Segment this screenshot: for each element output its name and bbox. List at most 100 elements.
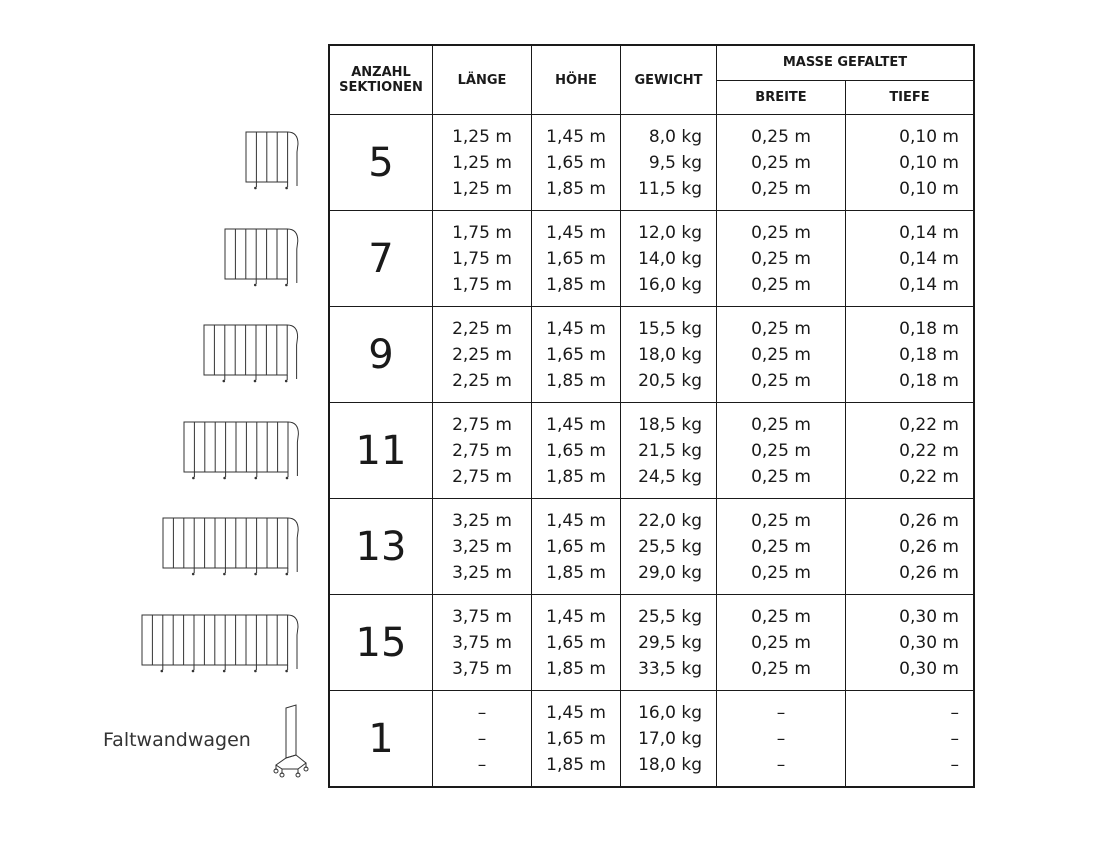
hoehe-value: 1,65 m <box>546 440 606 461</box>
sections-count: 7 <box>328 210 433 307</box>
breite-cell: 0,25 m 0,25 m 0,25 m <box>716 498 846 595</box>
laenge-value: – <box>477 754 487 775</box>
sections-count: 15 <box>328 594 433 691</box>
gewicht-cell: 22,0 kg 25,5 kg 29,0 kg <box>620 498 717 595</box>
laenge-cell: 3,25 m 3,25 m 3,25 m <box>432 498 532 595</box>
tiefe-value: – <box>950 702 960 723</box>
breite-value: 0,25 m <box>751 178 811 199</box>
hoehe-value: 1,45 m <box>546 126 606 147</box>
hoehe-value: 1,45 m <box>546 318 606 339</box>
header-breite: BREITE <box>716 79 846 115</box>
gewicht-value: 24,5 kg <box>638 466 702 487</box>
gewicht-value: 21,5 kg <box>638 440 702 461</box>
breite-cell: 0,25 m 0,25 m 0,25 m <box>716 402 846 499</box>
tiefe-cell: 0,26 m 0,26 m 0,26 m <box>845 498 975 595</box>
gewicht-value: 8,0 kg <box>648 126 702 147</box>
hoehe-value: 1,85 m <box>546 562 606 583</box>
breite-cell: 0,25 m 0,25 m 0,25 m <box>716 306 846 403</box>
breite-value: – <box>776 702 786 723</box>
gewicht-value: 14,0 kg <box>638 248 702 269</box>
gewicht-value: 18,0 kg <box>638 754 702 775</box>
folding-wall-13-panels-icon <box>162 517 299 576</box>
tiefe-value: 0,30 m <box>899 606 959 627</box>
laenge-value: 1,75 m <box>452 222 512 243</box>
hoehe-cell: 1,45 m 1,65 m 1,85 m <box>531 690 621 788</box>
gewicht-value: 18,0 kg <box>638 344 702 365</box>
hoehe-value: 1,65 m <box>546 344 606 365</box>
tiefe-cell: 0,22 m 0,22 m 0,22 m <box>845 402 975 499</box>
folding-wall-5-panels-icon <box>245 131 299 190</box>
sections-count: 1 <box>328 690 433 788</box>
gewicht-value: 33,5 kg <box>638 658 702 679</box>
gewicht-cell: 18,5 kg 21,5 kg 24,5 kg <box>620 402 717 499</box>
table-row: 1 – – – 1,45 m 1,65 m 1,85 m 16,0 kg 17,0 kg 18,0… <box>328 690 975 788</box>
breite-value: 0,25 m <box>751 632 811 653</box>
laenge-value: – <box>477 728 487 749</box>
breite-value: 0,25 m <box>751 248 811 269</box>
hoehe-value: 1,85 m <box>546 274 606 295</box>
tiefe-cell: 0,18 m 0,18 m 0,18 m <box>845 306 975 403</box>
laenge-value: 1,75 m <box>452 248 512 269</box>
breite-cell: 0,25 m 0,25 m 0,25 m <box>716 114 846 211</box>
gewicht-value: 17,0 kg <box>638 728 702 749</box>
hoehe-value: 1,85 m <box>546 370 606 391</box>
breite-value: 0,25 m <box>751 152 811 173</box>
breite-value: 0,25 m <box>751 318 811 339</box>
hoehe-cell: 1,45 m 1,65 m 1,85 m <box>531 210 621 307</box>
hoehe-value: 1,85 m <box>546 466 606 487</box>
breite-value: 0,25 m <box>751 536 811 557</box>
laenge-value: – <box>477 702 487 723</box>
tiefe-value: 0,14 m <box>899 222 959 243</box>
gewicht-cell: 15,5 kg 18,0 kg 20,5 kg <box>620 306 717 403</box>
tiefe-value: 0,30 m <box>899 632 959 653</box>
hoehe-value: 1,65 m <box>546 632 606 653</box>
gewicht-value: 16,0 kg <box>638 274 702 295</box>
breite-value: 0,25 m <box>751 606 811 627</box>
breite-value: 0,25 m <box>751 658 811 679</box>
gewicht-value: 29,0 kg <box>638 562 702 583</box>
hoehe-value: 1,85 m <box>546 658 606 679</box>
gewicht-value: 29,5 kg <box>638 632 702 653</box>
tiefe-value: 0,10 m <box>899 152 959 173</box>
hoehe-value: 1,85 m <box>546 754 606 775</box>
laenge-cell: – – – <box>432 690 532 788</box>
laenge-cell: 1,75 m 1,75 m 1,75 m <box>432 210 532 307</box>
gewicht-value: 11,5 kg <box>638 178 702 199</box>
breite-value: 0,25 m <box>751 222 811 243</box>
hoehe-value: 1,65 m <box>546 248 606 269</box>
breite-value: 0,25 m <box>751 562 811 583</box>
table-row: 9 2,25 m 2,25 m 2,25 m 1,45 m 1,65 m 1,85 m 15,… <box>328 306 975 403</box>
hoehe-value: 1,45 m <box>546 510 606 531</box>
laenge-value: 3,25 m <box>452 562 512 583</box>
breite-value: 0,25 m <box>751 370 811 391</box>
tiefe-value: 0,22 m <box>899 440 959 461</box>
laenge-value: 1,25 m <box>452 178 512 199</box>
gewicht-cell: 12,0 kg 14,0 kg 16,0 kg <box>620 210 717 307</box>
sections-count: 11 <box>328 402 433 499</box>
hoehe-cell: 1,45 m 1,65 m 1,85 m <box>531 498 621 595</box>
breite-cell: 0,25 m 0,25 m 0,25 m <box>716 594 846 691</box>
tiefe-value: 0,18 m <box>899 370 959 391</box>
tiefe-value: 0,26 m <box>899 536 959 557</box>
gewicht-cell: 16,0 kg 17,0 kg 18,0 kg <box>620 690 717 788</box>
laenge-cell: 1,25 m 1,25 m 1,25 m <box>432 114 532 211</box>
tiefe-value: – <box>950 754 960 775</box>
faltwandwagen-label: Faltwandwagen <box>103 729 251 751</box>
header-masse-gefaltet: MASSE GEFALTET <box>716 44 975 81</box>
laenge-value: 2,75 m <box>452 466 512 487</box>
breite-value: 0,25 m <box>751 440 811 461</box>
laenge-cell: 3,75 m 3,75 m 3,75 m <box>432 594 532 691</box>
tiefe-value: 0,14 m <box>899 248 959 269</box>
tiefe-value: 0,22 m <box>899 414 959 435</box>
breite-value: 0,25 m <box>751 466 811 487</box>
folding-wall-11-panels-icon <box>183 421 299 479</box>
tiefe-cell: 0,10 m 0,10 m 0,10 m <box>845 114 975 211</box>
laenge-value: 2,25 m <box>452 370 512 391</box>
laenge-cell: 2,25 m 2,25 m 2,25 m <box>432 306 532 403</box>
breite-value: 0,25 m <box>751 510 811 531</box>
laenge-value: 2,75 m <box>452 440 512 461</box>
tiefe-value: 0,10 m <box>899 178 959 199</box>
table-row: 13 3,25 m 3,25 m 3,25 m 1,45 m 1,65 m 1,85 m 22… <box>328 498 975 595</box>
hoehe-value: 1,65 m <box>546 536 606 557</box>
breite-value: – <box>776 728 786 749</box>
